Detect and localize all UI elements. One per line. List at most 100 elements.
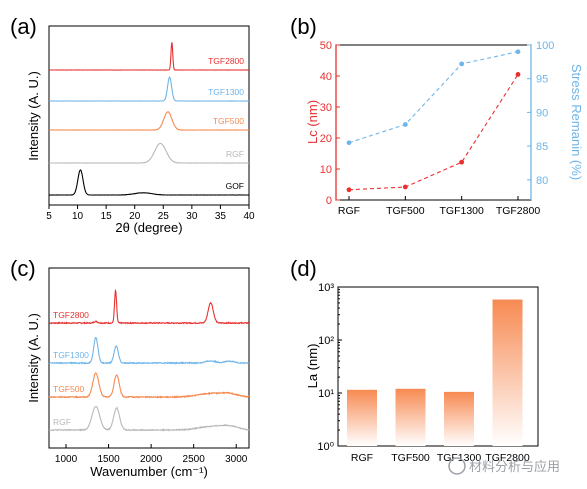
panel-b-xtick-label-rgf: RGF: [338, 205, 360, 217]
panel-d-ytick-label: 10²: [318, 335, 334, 347]
panel-a-curve-rgf: [48, 142, 250, 164]
panel-c-xtick-label: 1500: [97, 454, 120, 465]
panel-c-x-ticks: 1000 1500 2000 2500 3000: [55, 444, 248, 465]
panel-b-point-stress-remanin-: [402, 122, 408, 127]
panel-b-xtick-label-tgf2800: TGF2800: [496, 205, 541, 217]
panel-a-label-tgf1300: TGF1300: [208, 87, 244, 97]
panel-b-xtick-label-tgf1300: TGF1300: [439, 205, 484, 217]
panel-b-left-ticks: 0 10 20 30 40 50: [320, 40, 340, 207]
panel-d-ytick-label: 10⁰: [317, 441, 334, 453]
panel-b-left-tick-label: 40: [320, 71, 332, 83]
panel-b-xtick-label-tgf500: TGF500: [386, 205, 425, 217]
panel-d-bar-rgf: [347, 389, 377, 446]
panel-c-raman-chart: 1000 1500 2000 2500 3000 TGF2800 TGF1300 TGF50…: [26, 267, 250, 479]
panel-b-right-tick-label: 85: [536, 141, 548, 153]
panel-b-x-ticks: RGF TGF500 TGF1300 TGF2800: [338, 196, 540, 217]
panel-c-xtick-label: 2500: [183, 454, 206, 465]
panel-c-curves: [48, 288, 250, 432]
panel-d-y-axis-label: La (nm): [305, 344, 320, 389]
panel-c-curve-tgf2800: [48, 288, 250, 325]
panel-d-ytick-label: 10³: [318, 282, 334, 294]
panel-a-xrd-chart: 5 10 15 20 25 30 35 40 TGF2800 TGF1300 TGF500 RGF G…: [26, 25, 255, 235]
panel-a-xtick-label: 40: [243, 211, 255, 222]
panel-c-label-tgf500: TGF500: [53, 384, 84, 394]
panel-b-frame: [335, 44, 532, 201]
panel-c-label-tgf1300: TGF1300: [53, 350, 89, 360]
panel-a-label-tgf500: TGF500: [213, 116, 244, 126]
panel-a-curve-tgf1300: [48, 76, 250, 102]
panel-b-point-stress-remanin-: [346, 140, 352, 146]
panel-a-curve-tgf2800: [48, 42, 250, 71]
panel-b-right-tick-label: 100: [536, 40, 554, 52]
panel-a-x-ticks: 5 10 15 20 25 30 35 40: [46, 205, 255, 222]
panel-c-series-labels: TGF2800 TGF1300 TGF500 RGF: [53, 310, 89, 427]
panel-a-series-labels: TGF2800 TGF1300 TGF500 RGF GOF: [208, 56, 244, 191]
panel-b-point-lc-nm-: [346, 187, 352, 193]
panel-a-label-rgf: RGF: [226, 149, 244, 159]
panel-b-right-tick-label: 90: [536, 107, 548, 119]
panel-a-xtick-label: 15: [101, 211, 113, 222]
panel-d-xtick-label-tgf2800: TGF2800: [485, 452, 530, 464]
panel-b-left-tick-label: 50: [320, 40, 332, 52]
panel-b-right-axis-label: Stress Remanin (%): [569, 64, 584, 180]
panel-c-xtick-label: 1000: [55, 454, 78, 465]
panel-c-xtick-label: 3000: [225, 454, 248, 465]
panel-d-x-ticks: RGF TGF500 TGF1300 TGF2800: [351, 452, 530, 464]
watermark: 材料分析与应用: [448, 457, 560, 475]
panel-b-point-lc-nm-: [402, 184, 408, 190]
panel-a-xtick-label: 5: [46, 211, 52, 222]
panel-b-point-stress-remanin-: [459, 61, 465, 67]
panel-a-xtick-label: 20: [129, 211, 141, 222]
panel-b-series: [346, 49, 521, 193]
panel-c-x-axis-label: Wavenumber (cm⁻¹): [90, 464, 208, 479]
panel-b-line-stress-remanin-: [348, 51, 519, 144]
panel-b-left-tick-label: 20: [320, 133, 332, 145]
panel-b-right-tick-label: 80: [536, 175, 548, 187]
panel-d-bar-tgf2800: [492, 299, 523, 446]
panel-d-xtick-label-tgf500: TGF500: [391, 452, 430, 464]
panel-label-d: (d): [290, 256, 317, 281]
panel-a-curve-tgf500: [48, 111, 250, 131]
panel-a-xtick-label: 30: [186, 211, 198, 222]
panel-a-label-tgf2800: TGF2800: [208, 56, 244, 66]
panel-d-y-ticks: 10⁰ 10¹ 10² 10³: [317, 282, 342, 453]
panel-b-point-lc-nm-: [459, 159, 465, 165]
panel-a-xtick-label: 10: [72, 211, 84, 222]
panel-a-xtick-label: 25: [158, 211, 170, 222]
panel-b-lc-stress-chart: 0 10 20 30 40 50 80 85 90 95 100 RGF TGF500 TGF1300…: [305, 40, 584, 217]
panel-d-bar-tgf1300: [444, 391, 474, 446]
panel-a-y-axis-label: Intensity (A. U.): [26, 71, 41, 161]
panel-b-point-lc-nm-: [515, 72, 521, 77]
panel-d-frame: [337, 286, 539, 447]
panel-d-bar-tgf500: [395, 388, 426, 446]
panel-b-point-stress-remanin-: [515, 49, 521, 55]
panel-label-b: (b): [290, 14, 317, 39]
panel-b-left-tick-label: 0: [326, 195, 332, 207]
panel-c-curve-rgf: [48, 406, 250, 432]
panel-b-left-tick-label: 10: [320, 164, 332, 176]
panel-c-frame: [48, 267, 250, 449]
panel-b-left-axis-label: Lc (nm): [305, 100, 320, 144]
watermark-text: 材料分析与应用: [469, 459, 560, 474]
watermark-logo-icon: [448, 457, 466, 475]
panel-label-a: (a): [10, 14, 37, 39]
panel-b-right-tick-label: 95: [536, 74, 548, 86]
panel-c-y-axis-label: Intensity (A. U.): [26, 313, 41, 403]
panel-a-curves: [48, 42, 250, 196]
panel-d-ytick-label: 10¹: [318, 388, 334, 400]
panel-a-x-axis-label: 2θ (degree): [115, 220, 182, 235]
panel-a-curve-gof: [49, 169, 250, 196]
panel-c-xtick-label: 2000: [140, 454, 163, 465]
panel-label-c: (c): [10, 256, 36, 281]
panel-c-curve-tgf500: [48, 372, 250, 399]
panel-c-label-rgf: RGF: [53, 417, 71, 427]
panel-b-line-lc-nm-: [348, 74, 519, 191]
panel-a-label-gof: GOF: [226, 181, 244, 191]
panel-b-left-tick-label: 30: [320, 102, 332, 114]
panel-d-bars: [347, 299, 523, 446]
panel-a-xtick-label: 35: [215, 211, 227, 222]
panel-d-xtick-label-rgf: RGF: [351, 452, 373, 464]
panel-c-label-tgf2800: TGF2800: [53, 310, 89, 320]
